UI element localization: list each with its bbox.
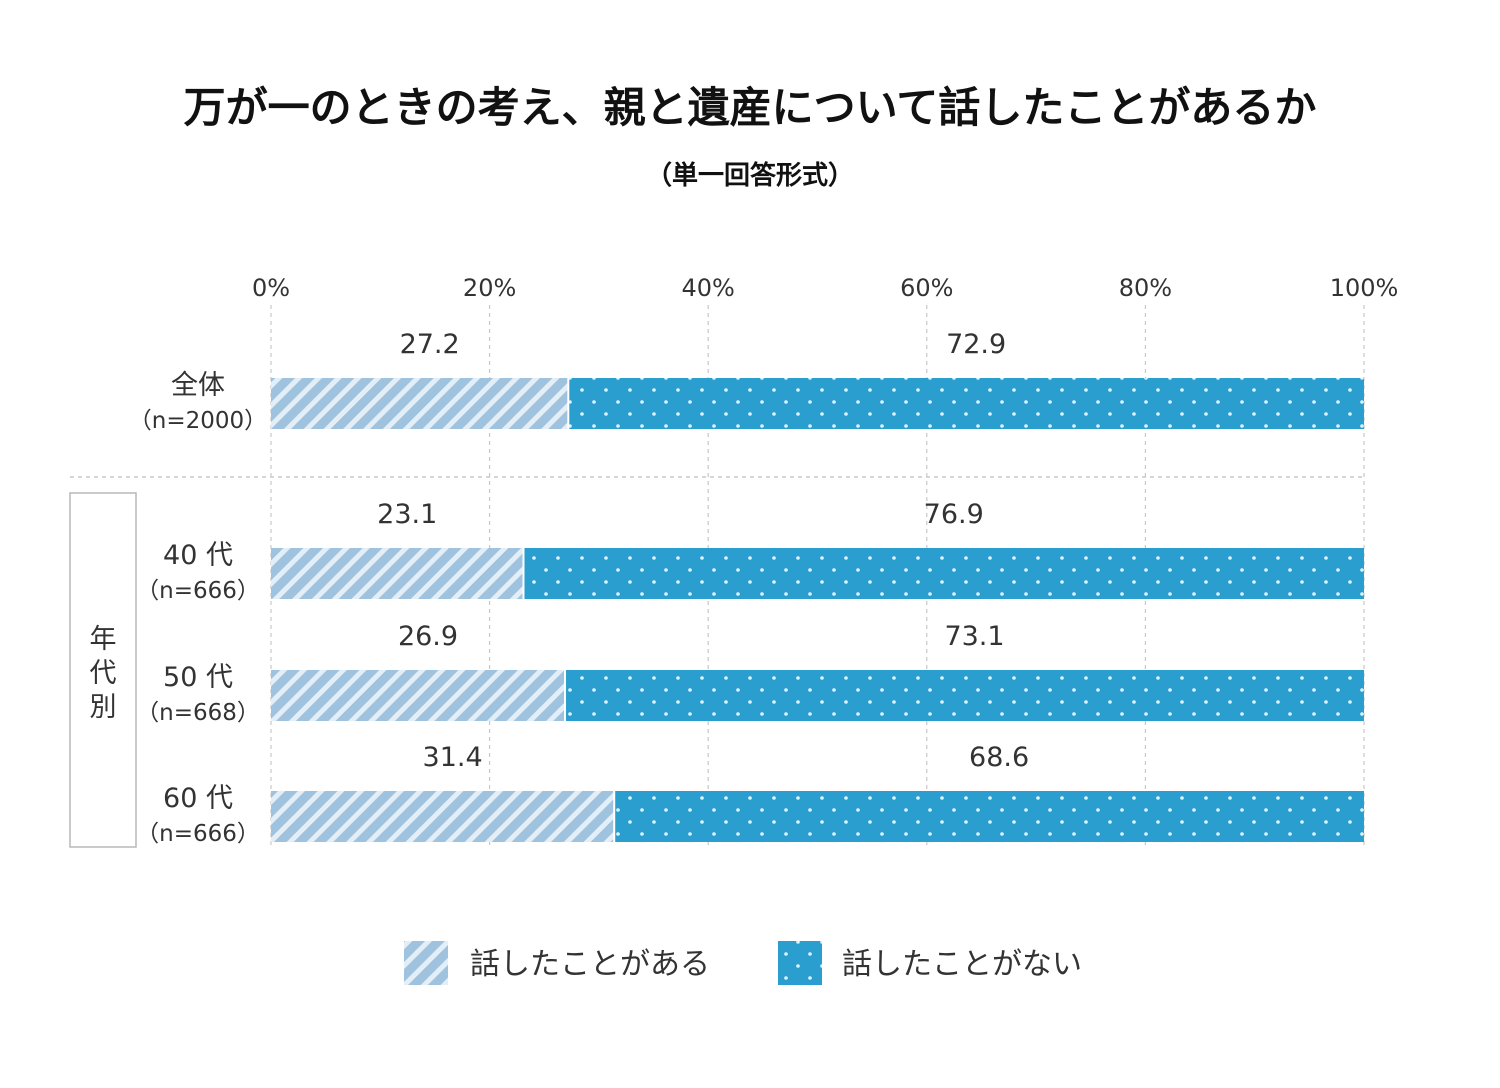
- category-n-2: （n=668）: [136, 700, 260, 726]
- legend-swatch-stripes: [404, 941, 448, 985]
- category-label-3: 60 代: [163, 783, 233, 814]
- x-axis-ticks: 0% 20% 40% 60% 80% 100%: [252, 274, 1398, 302]
- legend-label-dots: 話したことがない: [842, 947, 1082, 982]
- legend: 話したことがある 話したことがない: [404, 941, 1082, 985]
- value-label-talked-2: 26.9: [398, 621, 458, 652]
- category-n-3: （n=666）: [136, 821, 260, 847]
- value-label-not-talked-0: 72.9: [946, 329, 1006, 360]
- value-label-talked-3: 31.4: [423, 742, 483, 773]
- legend-label-stripes: 話したことがある: [470, 947, 710, 982]
- x-tick-0: 0%: [252, 274, 290, 302]
- bar-talked-2: [271, 670, 566, 721]
- value-label-not-talked-3: 68.6: [969, 742, 1029, 773]
- x-tick-20: 20%: [463, 274, 516, 302]
- value-label-not-talked-1: 76.9: [924, 499, 984, 530]
- x-tick-100: 100%: [1330, 274, 1399, 302]
- category-n-1: （n=666）: [136, 578, 260, 604]
- chart-subtitle: （単一回答形式）: [646, 160, 854, 191]
- group-label: 年代別: [90, 624, 117, 723]
- category-label-0: 全体: [171, 370, 225, 401]
- bar-not-talked-1: [523, 548, 1364, 599]
- group-label-char-0: 年: [90, 624, 117, 655]
- group-label-char-2: 別: [90, 692, 117, 723]
- bar-talked-0: [271, 378, 569, 429]
- bar-not-talked-0: [568, 378, 1364, 429]
- value-label-talked-0: 27.2: [400, 329, 460, 360]
- chart-title: 万が一のときの考え、親と遺産について話したことがあるか: [184, 83, 1317, 132]
- value-label-talked-1: 23.1: [377, 499, 437, 530]
- bars: [271, 378, 1364, 842]
- bar-talked-1: [271, 548, 524, 599]
- category-label-1: 40 代: [163, 540, 233, 571]
- legend-swatch-dots: [778, 941, 822, 985]
- group-box: [69, 492, 137, 848]
- category-labels: 全体 （n=2000） 40 代 （n=666） 50 代 （n=668） 60 代 （n=6…: [129, 370, 267, 847]
- x-tick-60: 60%: [900, 274, 953, 302]
- group-label-char-1: 代: [90, 658, 117, 689]
- x-tick-40: 40%: [682, 274, 735, 302]
- bar-not-talked-2: [565, 670, 1364, 721]
- category-n-0: （n=2000）: [129, 408, 267, 434]
- x-tick-80: 80%: [1119, 274, 1172, 302]
- bar-talked-3: [271, 791, 615, 842]
- value-labels: 27.2 72.9 23.1 76.9 26.9 73.1 31.4 68.6: [377, 329, 1029, 773]
- bar-not-talked-3: [614, 791, 1364, 842]
- category-label-2: 50 代: [163, 662, 233, 693]
- value-label-not-talked-2: 73.1: [944, 621, 1004, 652]
